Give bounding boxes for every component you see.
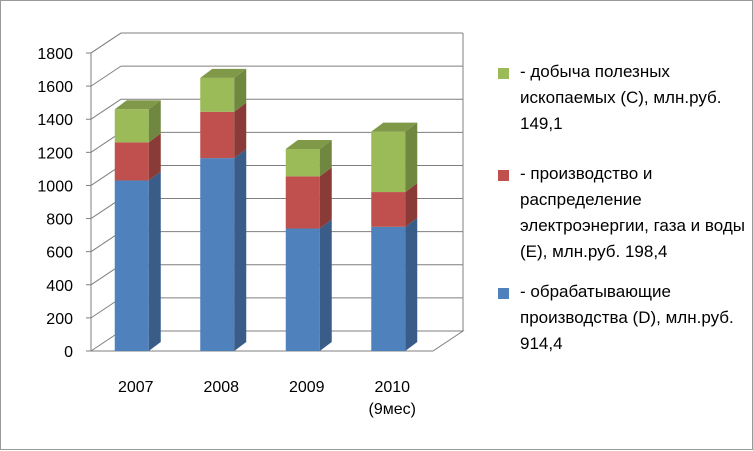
y-tick-label: 1400 — [37, 112, 73, 129]
x-tick-label: 2008 — [203, 379, 239, 396]
bar-segment-side — [234, 149, 247, 351]
bar-segment — [371, 131, 406, 193]
bar-segment-side — [405, 217, 418, 351]
x-tick-label: 2007 — [118, 379, 154, 396]
bar-segment-side — [234, 68, 247, 112]
x-tick-label: 2009 — [289, 379, 325, 396]
y-tick-label: 800 — [46, 212, 73, 229]
legend-item-e: - производство и распределение электроэн… — [498, 161, 748, 279]
y-tick-label: 1000 — [37, 178, 73, 195]
gridline-diag — [90, 65, 122, 87]
bar-segment-side — [319, 219, 332, 351]
bar-segment-side — [148, 100, 161, 143]
bar-segment — [285, 149, 320, 177]
y-tick-label: 1600 — [37, 79, 73, 96]
x-tick-label: (9мес) — [369, 401, 416, 418]
legend-item-c: - добыча полезных ископаемых (C), млн.ру… — [498, 59, 748, 161]
legend-swatch-c — [498, 68, 509, 79]
bar-segment-top — [200, 68, 247, 78]
y-tick-label: 1200 — [37, 145, 73, 162]
legend-item-d: - обрабатывающие производства (D), млн.р… — [498, 279, 748, 357]
bar-segment — [285, 176, 320, 229]
legend-label-c: - добыча полезных ископаемых (C), млн.ру… — [520, 62, 722, 133]
bar-segment-side — [319, 167, 332, 229]
bar-segment-top — [285, 140, 332, 150]
legend-swatch-d — [498, 288, 509, 299]
gridline-diag — [90, 32, 122, 54]
bar-segment — [200, 111, 235, 159]
y-tick-label: 0 — [64, 344, 73, 361]
bar-segment-side — [148, 133, 161, 181]
chart-legend: - добыча полезных ископаемых (C), млн.ру… — [498, 59, 748, 357]
y-tick-label: 400 — [46, 278, 73, 295]
bar-segment — [200, 77, 235, 112]
bar-segment — [114, 180, 149, 351]
gridline-diag — [90, 98, 122, 120]
legend-swatch-e — [498, 170, 509, 181]
bar-segment — [285, 228, 320, 351]
bar-segment-side — [405, 122, 418, 193]
legend-label-e: - производство и распределение электроэн… — [520, 164, 745, 261]
x-tick-label: 2010 — [374, 379, 410, 396]
y-tick-label: 600 — [46, 245, 73, 262]
bar-segment-top — [114, 100, 161, 110]
y-tick-label: 200 — [46, 311, 73, 328]
bar-segment-side — [148, 171, 161, 351]
bar-segment — [114, 142, 149, 181]
bar-segment-top — [371, 122, 418, 132]
bar-segment — [371, 192, 406, 227]
bar-segment — [371, 226, 406, 351]
bar-segment-side — [405, 183, 418, 227]
bar-segment-side — [234, 102, 247, 159]
bar-segment-side — [319, 140, 332, 177]
bar-segment — [114, 109, 149, 143]
legend-label-d: - обрабатывающие производства (D), млн.р… — [520, 282, 734, 353]
bar-segment — [200, 158, 235, 351]
y-tick-label: 1800 — [37, 46, 73, 63]
